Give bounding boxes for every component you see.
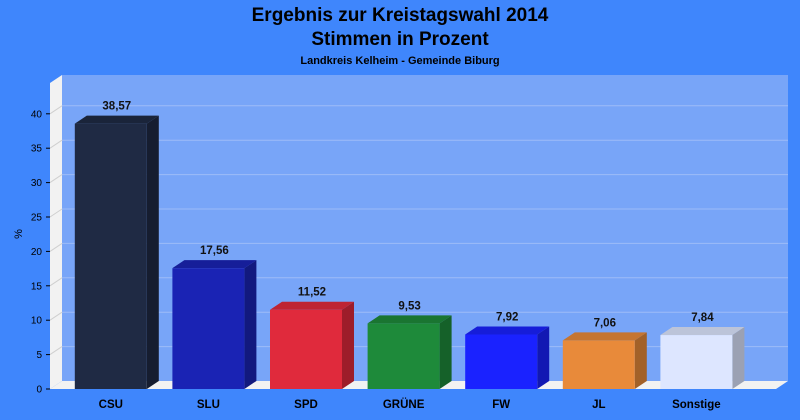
bar-top [465,326,550,335]
y-tick-label: 10 [31,316,43,327]
gridline-side [49,346,63,356]
bar-side [537,326,550,389]
bar [367,323,440,389]
y-tick-label: 0 [36,385,42,396]
y-tick-label: 15 [31,281,43,292]
bar-value-label: 38,57 [102,101,131,113]
x-tick-label: SLU [197,399,220,411]
y-tick-label: 20 [31,247,43,258]
bar [465,334,538,389]
y-tick-label: 25 [31,213,43,224]
gridline-side [49,208,63,218]
x-tick-label: SPD [294,399,318,411]
bar-value-label: 17,56 [200,245,229,257]
bar-side [634,332,647,389]
bar [270,309,342,389]
x-tick-label: Sonstige [672,399,721,411]
gridline-side [49,242,63,252]
bar-value-label: 7,06 [594,317,616,329]
bar-value-label: 7,92 [496,312,518,324]
y-tick-label: 30 [31,178,43,189]
gridline-side [49,139,63,149]
gridline-side [49,311,63,321]
chart-subtitle-line: Stimmen in Prozent [311,29,489,50]
gridline-side [49,174,63,184]
bar-side [439,315,452,389]
bar [562,340,635,389]
bar-side [146,115,159,389]
y-tick-label: 35 [31,144,43,155]
gridline-side [49,105,63,115]
plot-left-wall [50,75,62,389]
y-tick-label: 40 [31,109,43,120]
bar-side [732,327,745,389]
bar [74,123,147,389]
bar-top [562,332,647,341]
x-tick-label: CSU [99,399,123,411]
bar-value-label: 11,52 [298,287,326,299]
bar-top [660,327,745,336]
chart-title: Ergebnis zur Kreistagswahl 2014 [251,5,549,26]
bar-side [342,301,354,389]
bar-top [270,301,354,310]
y-axis-label: % [13,229,25,239]
chart-subtitle: Landkreis Kelheim - Gemeinde Biburg [300,55,500,67]
x-tick-label: FW [492,399,510,411]
y-tick-label: 5 [36,350,42,361]
bar [172,268,245,389]
x-tick-label: GRÜNE [383,398,425,411]
gridline-side [49,277,63,287]
bar-top [367,315,452,324]
bar-value-label: 7,84 [691,312,714,324]
bar-top [74,115,159,124]
x-tick-label: JL [592,399,605,411]
bar [660,335,733,389]
bar-value-label: 9,53 [398,300,420,312]
bar-top [172,260,257,269]
bar-side [244,260,257,389]
